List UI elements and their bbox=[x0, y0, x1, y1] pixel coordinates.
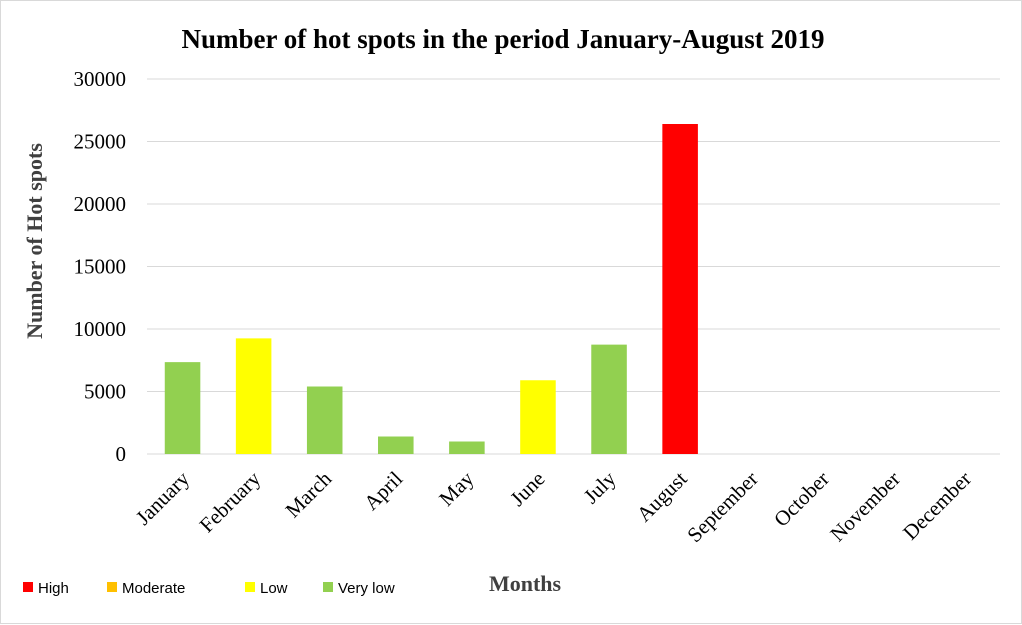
x-tick-label: March bbox=[281, 466, 337, 522]
legend-item: High bbox=[23, 580, 69, 597]
x-tick-label: September bbox=[682, 467, 762, 547]
legend-swatch bbox=[23, 582, 33, 592]
y-tick-label: 25000 bbox=[74, 130, 127, 154]
bar-july bbox=[591, 344, 627, 454]
legend-swatch bbox=[323, 582, 333, 592]
legend-item: Very low bbox=[323, 580, 395, 597]
x-tick-label: October bbox=[769, 467, 834, 532]
x-tick-label: August bbox=[632, 466, 692, 526]
bar-june bbox=[520, 380, 556, 454]
x-axis-ticks: January February March April May June July Augu… bbox=[131, 466, 976, 547]
legend-label: Moderate bbox=[122, 580, 185, 597]
bars bbox=[164, 124, 698, 454]
x-tick-label: December bbox=[898, 467, 976, 545]
y-tick-label: 20000 bbox=[74, 192, 127, 216]
bar-january bbox=[164, 362, 201, 454]
x-tick-label: April bbox=[359, 466, 407, 514]
y-tick-label: 5000 bbox=[84, 380, 126, 404]
bar-may bbox=[449, 441, 485, 454]
legend-label: High bbox=[38, 580, 69, 597]
x-tick-label: May bbox=[434, 466, 479, 511]
legend-swatch bbox=[245, 582, 255, 592]
x-tick-label: February bbox=[195, 466, 266, 537]
y-axis-label: Number of Hot spots bbox=[22, 143, 47, 339]
chart-title: Number of hot spots in the period Januar… bbox=[181, 24, 824, 54]
x-tick-label: November bbox=[825, 467, 905, 547]
y-axis-ticks: 0 5000 10000 15000 20000 25000 30000 bbox=[74, 67, 127, 466]
gridlines bbox=[147, 78, 1000, 455]
legend-item: Moderate bbox=[107, 580, 185, 597]
y-tick-label: 15000 bbox=[74, 255, 127, 279]
y-tick-label: 0 bbox=[116, 442, 127, 466]
x-axis-label: Months bbox=[489, 571, 562, 596]
legend: High Moderate Low Very low bbox=[23, 580, 395, 597]
y-tick-label: 30000 bbox=[74, 67, 127, 91]
legend-item: Low bbox=[245, 580, 288, 597]
bar-march bbox=[306, 386, 343, 454]
bar-april bbox=[378, 436, 414, 454]
x-tick-label: June bbox=[505, 467, 549, 511]
bar-february bbox=[235, 338, 272, 454]
bar-august bbox=[662, 124, 698, 454]
legend-label: Low bbox=[260, 580, 288, 597]
y-tick-label: 10000 bbox=[74, 317, 127, 341]
x-tick-label: July bbox=[579, 466, 621, 508]
x-tick-label: January bbox=[131, 466, 195, 530]
legend-label: Very low bbox=[338, 580, 395, 597]
legend-swatch bbox=[107, 582, 117, 592]
